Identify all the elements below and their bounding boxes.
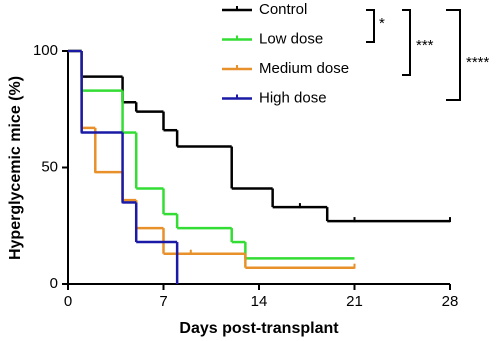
y-tick-label: 100 [33,42,58,59]
legend-label: Low dose [259,30,323,47]
y-tick-label: 0 [50,275,58,292]
x-tick-label: 14 [251,293,268,310]
significance: **** [466,54,490,71]
bracket [366,9,375,43]
x-tick-label: 7 [159,293,167,310]
brackets [366,9,461,101]
bracket [402,9,411,76]
significance: * [379,15,385,32]
x-tick-label: 28 [442,293,459,310]
x-axis-label: Days post-transplant [179,320,339,337]
bracket [446,9,461,101]
significance: *** [416,37,434,54]
legend-label: Medium dose [259,60,349,77]
y-tick-label: 50 [41,158,58,175]
x-tick-label: 0 [64,293,72,310]
legend-label: Control [259,1,307,18]
x-tick-label: 21 [346,293,363,310]
y-axis-label: Hyperglycemic mice (%) [7,76,24,260]
legend-label: High dose [259,89,327,106]
